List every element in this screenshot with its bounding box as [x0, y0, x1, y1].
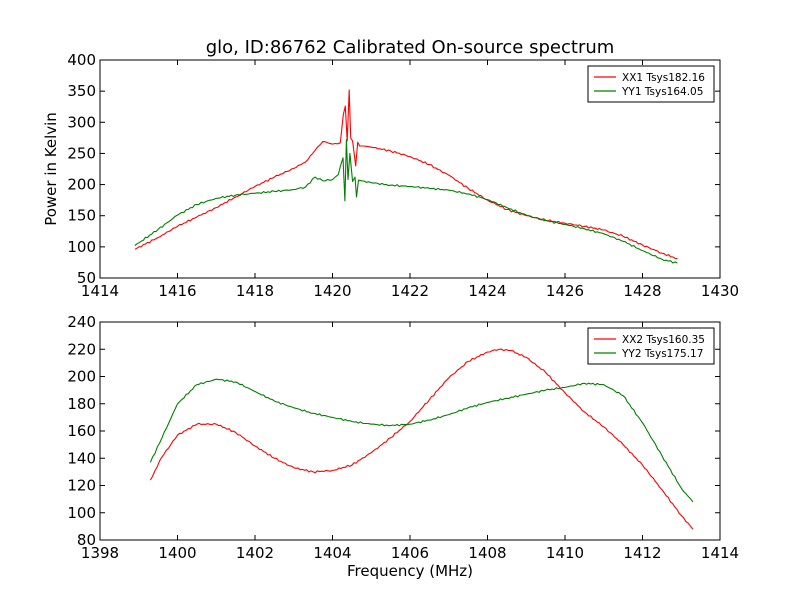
y-tick-label: 140 [67, 449, 96, 467]
x-tick-label: 1424 [468, 282, 506, 300]
legend-label: XX1 Tsys182.16 [622, 72, 705, 84]
x-tick-label: 1408 [468, 544, 506, 562]
chart-top: 1414 1416 1418 1420 1422 1424 1426 1428 1430 50 10… [42, 51, 739, 300]
y-tick-label: 160 [67, 422, 96, 440]
x-tick-label: 1402 [236, 544, 274, 562]
y-tick-label: 200 [67, 368, 96, 386]
y-tick-label: 120 [67, 477, 96, 495]
x-tick-label: 1398 [81, 544, 119, 562]
x-tick-label: 1406 [391, 544, 429, 562]
series-line-2 [149, 378, 694, 503]
series-line-1 [134, 89, 678, 260]
y-tick-label: 100 [67, 504, 96, 522]
legend-label: YY2 Tsys175.17 [621, 348, 703, 360]
legend-box [587, 327, 715, 365]
x-tick-label: 1412 [623, 544, 661, 562]
x-tick-label: 1410 [546, 544, 584, 562]
y-tick-label: 220 [67, 340, 96, 358]
x-tick-label: 1400 [158, 544, 196, 562]
series-line-2 [134, 139, 678, 264]
series-line-1 [149, 348, 694, 530]
x-tick-label: 1422 [391, 282, 429, 300]
y-tick-label: 100 [67, 238, 96, 256]
y-tick-label: 250 [67, 144, 96, 162]
chart-bottom: 1398 1400 1402 1404 1406 1408 1410 1412 1414 80 10… [67, 313, 739, 580]
x-tick-label: 1418 [236, 282, 274, 300]
x-axis-label: Frequency (MHz) [347, 562, 473, 580]
legend: XX1 Tsys182.16 YY1 Tsys164.05 [587, 65, 715, 103]
legend-label: XX2 Tsys160.35 [622, 334, 705, 346]
legend-label: YY1 Tsys164.05 [621, 86, 703, 98]
y-tick-label: 200 [67, 176, 96, 194]
y-tick-label: 300 [67, 113, 96, 131]
x-tick-label: 1404 [313, 544, 351, 562]
x-tick-label: 1414 [701, 544, 739, 562]
chart-title: glo, ID:86762 Calibrated On-source spect… [206, 37, 615, 58]
y-tick-label: 240 [67, 313, 96, 331]
y-tick-label: 150 [67, 207, 96, 225]
legend-box [587, 65, 715, 103]
legend: XX2 Tsys160.35 YY2 Tsys175.17 [587, 327, 715, 365]
y-tick-label: 400 [67, 51, 96, 69]
y-tick-label: 350 [67, 82, 96, 100]
x-tick-label: 1420 [313, 282, 351, 300]
y-axis-label: Power in Kelvin [42, 112, 60, 226]
y-tick-label: 80 [77, 531, 96, 549]
x-tick-label: 1414 [81, 282, 119, 300]
x-tick-label: 1428 [623, 282, 661, 300]
x-tick-label: 1416 [158, 282, 196, 300]
y-tick-label: 180 [67, 395, 96, 413]
x-tick-label: 1430 [701, 282, 739, 300]
y-tick-label: 50 [77, 269, 96, 287]
x-tick-label: 1426 [546, 282, 584, 300]
